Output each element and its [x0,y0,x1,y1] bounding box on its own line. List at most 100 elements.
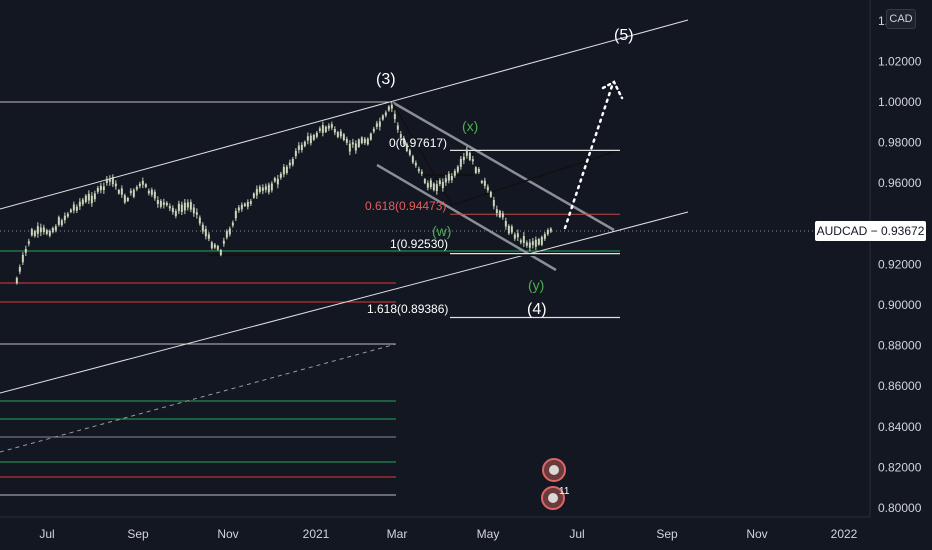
candle-body [291,159,294,165]
candle-body [384,112,387,116]
x-axis-tick-label: Jul [39,527,54,541]
candle-body [276,178,279,185]
candle-body [114,183,117,187]
candle-body [42,227,45,232]
event-badge-stack-inner-icon [548,493,558,503]
candle-body [270,183,273,191]
candle-body [393,114,396,120]
candle-body [261,187,264,191]
fib-0618-label: 0.618(0.94473) [365,199,446,213]
wave-5-label: (5) [614,27,634,44]
candle-body [189,202,192,210]
candle-body [474,167,477,174]
candle-body [156,200,159,205]
candle-body [27,241,30,244]
candle-body [309,135,312,144]
candle-body [501,213,504,218]
candle-body [123,195,126,203]
candle-body [198,217,201,224]
candle-body [99,185,102,191]
candle-body [48,231,51,236]
candle-body [342,134,345,140]
candle-body [459,158,462,167]
candle-body [150,189,153,195]
candle-body [540,236,543,245]
candle-body [405,143,408,151]
candle-body [534,239,537,247]
candle-body [159,200,162,207]
candle-body [444,178,447,183]
candle-body [504,220,507,227]
candle-body [195,212,198,215]
candle-body [543,234,546,239]
candle-body [78,201,81,207]
y-axis-tick-label: 0.82000 [878,460,922,474]
candle-body [231,222,234,226]
candle-body [57,217,60,225]
gray-channel-lower [376,163,557,272]
candle-body [108,179,111,182]
candle-body [414,162,417,166]
candle-body [135,187,138,190]
y-axis-tick-label: 1.02000 [878,54,922,68]
candle-body [369,133,372,140]
candle-body [462,156,465,161]
candle-body [30,229,33,236]
currency-badge[interactable]: CAD [886,9,916,29]
candle-body [420,171,423,174]
x-axis-tick-label: Jul [569,527,584,541]
candle-body [72,204,75,211]
candle-body [282,166,285,175]
candle-body [228,228,231,235]
last-price-badge: AUDCAD − 0.93672 [815,221,926,241]
y-axis-tick-label: 0.92000 [878,257,922,271]
candle-body [165,202,168,206]
candle-body [279,173,282,178]
candle-body [258,186,261,192]
y-axis-tick-label: 0.90000 [878,298,922,312]
candle-body [426,183,429,188]
candle-body [354,143,357,151]
candle-body [192,207,195,214]
candle-body [216,245,219,250]
candle-body [237,207,240,211]
wave-x-label: (x) [462,118,478,134]
candle-body [180,204,183,212]
candle-body [456,166,459,172]
last-price-value: 0.93672 [880,224,925,238]
candle-body [360,137,363,144]
candle-body [75,206,78,211]
candle-body [402,138,405,144]
candle-body [93,193,96,200]
candle-body [507,225,510,234]
x-axis-tick-label: Mar [387,527,408,541]
event-badge-inner-icon [549,465,559,475]
y-axis-tick-label: 1.00000 [878,95,922,109]
candle-body [339,131,342,137]
candle-body [60,220,63,226]
candle-body [522,235,525,243]
candle-body [411,156,414,163]
candle-body [177,203,180,212]
y-axis-tick-label: 0.88000 [878,339,922,353]
candle-body [519,240,522,243]
candle-body [477,169,480,173]
candle-body [489,191,492,197]
candle-body [264,186,267,190]
candle-body [102,186,105,191]
candle-body [525,242,528,246]
y-axis-tick-label: 0.96000 [878,176,922,190]
candle-body [528,242,531,248]
candle-body [201,224,204,232]
candle-body [387,106,390,111]
candle-body [423,179,426,184]
candle-body [45,230,48,234]
candle-body [183,202,186,211]
candle-body [81,199,84,205]
candle-body [390,104,393,109]
candle-body [207,234,210,239]
candle-body [252,193,255,198]
x-axis-tick-label: Nov [746,527,767,541]
